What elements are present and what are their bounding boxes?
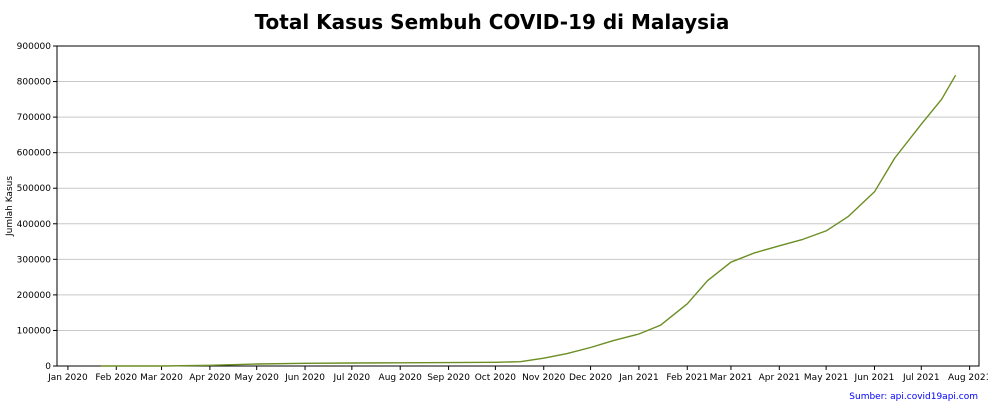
x-tick-label: May 2020 — [235, 373, 280, 383]
y-tick-label: 200000 — [17, 291, 52, 301]
x-axis-ticks: Jan 2020 Feb 2020 Mar 2020 Apr 2020 May 2020… — [47, 366, 988, 383]
x-tick-label: Dec 2020 — [569, 373, 612, 383]
x-tick-label: Aug 2020 — [379, 373, 423, 383]
gridlines — [57, 45, 979, 331]
y-tick-label: 500000 — [17, 184, 52, 194]
y-axis-ticks: 0 100000 200000 300000 400000 500000 600000 700… — [17, 42, 57, 372]
chart-title: Total Kasus Sembuh COVID-19 di Malaysia — [255, 10, 730, 34]
y-tick-label: 800000 — [17, 78, 52, 88]
x-tick-label: Apr 2021 — [759, 373, 800, 383]
x-tick-label: Mar 2021 — [710, 373, 753, 383]
x-tick-label: Feb 2020 — [95, 373, 137, 383]
x-tick-label: Aug 2021 — [948, 373, 988, 383]
x-tick-label: Apr 2020 — [189, 373, 231, 383]
x-tick-label: Jul 2021 — [902, 373, 940, 383]
x-tick-label: Jun 2021 — [854, 373, 895, 383]
x-tick-label: Jun 2020 — [284, 373, 325, 383]
y-axis-label: Jumlah Kasus — [5, 176, 15, 237]
y-tick-label: 900000 — [17, 42, 52, 52]
source-attribution: Sumber: api.covid19api.com — [849, 392, 978, 402]
x-tick-label: Sep 2020 — [427, 373, 470, 383]
y-tick-label: 400000 — [17, 220, 52, 230]
x-tick-label: Nov 2020 — [522, 373, 566, 383]
series-line — [100, 74, 957, 367]
x-tick-label: Mar 2020 — [140, 373, 183, 383]
x-tick-label: May 2021 — [804, 373, 848, 383]
y-tick-label: 600000 — [17, 149, 52, 159]
y-tick-label: 300000 — [17, 255, 52, 265]
y-tick-label: 100000 — [17, 326, 52, 336]
y-tick-label: 0 — [45, 362, 51, 372]
x-tick-label: Jan 2020 — [47, 373, 88, 383]
x-tick-label: Feb 2021 — [666, 373, 708, 383]
y-tick-label: 700000 — [17, 113, 52, 123]
x-tick-label: Oct 2020 — [475, 373, 517, 383]
plot-area-frame — [56, 45, 980, 367]
x-tick-label: Jan 2021 — [618, 373, 659, 383]
data-series — [100, 74, 957, 367]
x-tick-label: Jul 2020 — [333, 373, 371, 383]
